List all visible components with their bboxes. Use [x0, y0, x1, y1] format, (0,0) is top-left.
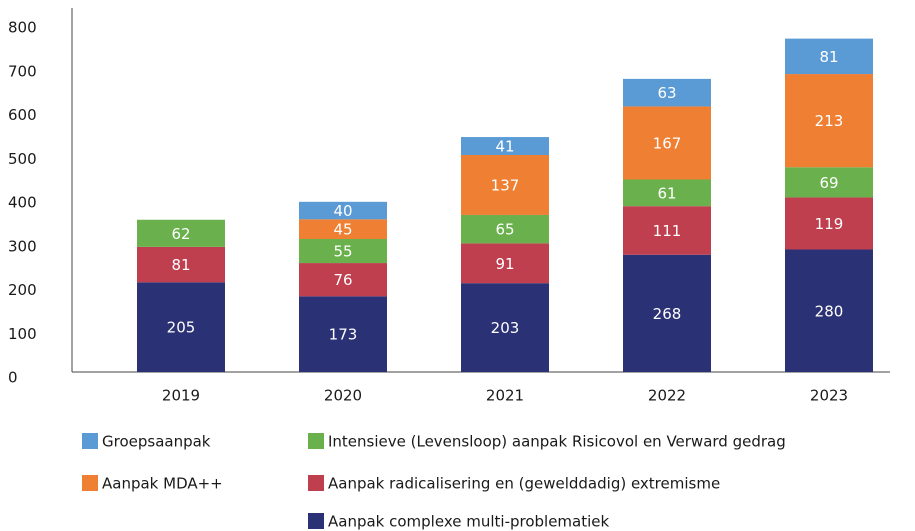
legend-label: Aanpak complexe multi-problematiek [328, 513, 610, 531]
y-tick-label: 100 [8, 325, 37, 343]
data-label: 55 [333, 243, 352, 261]
y-tick-label: 800 [8, 19, 37, 37]
legend-label: Intensieve (Levensloop) aanpak Risicovol… [328, 433, 786, 451]
bar-segment [299, 296, 387, 372]
y-tick-label: 0 [8, 369, 18, 387]
bar-segment [785, 249, 873, 372]
data-label: 45 [333, 221, 352, 239]
data-label: 213 [815, 112, 844, 130]
y-tick-label: 600 [8, 106, 37, 124]
y-tick-label: 300 [8, 237, 37, 255]
data-label: 167 [653, 134, 682, 152]
data-label: 65 [495, 221, 514, 239]
bar-segment [461, 243, 549, 284]
data-label: 76 [333, 271, 352, 289]
bar-segment [299, 219, 387, 239]
legend-swatch [82, 475, 98, 491]
legend-label: Aanpak radicalisering en (gewelddadig) e… [328, 475, 720, 493]
data-label: 280 [815, 302, 844, 320]
bar-segment [785, 167, 873, 198]
bar-segment [137, 219, 225, 247]
data-label: 41 [495, 138, 514, 156]
data-label: 81 [171, 256, 190, 274]
data-label: 61 [657, 184, 676, 202]
data-label: 173 [329, 326, 358, 344]
bar-segment [299, 201, 387, 220]
legend-swatch [308, 513, 324, 529]
data-label: 203 [491, 319, 520, 337]
bar-segment [461, 283, 549, 372]
y-tick-label: 700 [8, 62, 37, 80]
legend-swatch [82, 433, 98, 449]
bar-segment [461, 214, 549, 244]
x-tick-label: 2023 [810, 387, 848, 405]
x-tick-label: 2020 [324, 387, 362, 405]
x-tick-label: 2019 [162, 387, 200, 405]
data-label: 137 [491, 176, 520, 194]
bar-segment [299, 239, 387, 264]
legend-label: Groepsaanpak [102, 433, 211, 451]
x-tick-label: 2021 [486, 387, 524, 405]
bar-segment [785, 74, 873, 168]
data-label: 81 [819, 48, 838, 66]
bar-segment [623, 78, 711, 107]
bar-segment [623, 254, 711, 372]
y-tick-label: 500 [8, 150, 37, 168]
y-tick-label: 400 [8, 194, 37, 212]
data-label: 111 [653, 222, 682, 240]
data-label: 69 [819, 174, 838, 192]
x-tick-label: 2022 [648, 387, 686, 405]
data-label: 91 [495, 255, 514, 273]
data-label: 40 [333, 202, 352, 220]
bar-segment [299, 263, 387, 297]
data-label: 119 [815, 215, 844, 233]
data-label: 63 [657, 84, 676, 102]
data-label: 205 [167, 319, 196, 337]
bar-segment [623, 106, 711, 180]
legend-swatch [308, 475, 324, 491]
legend-swatch [308, 433, 324, 449]
data-label: 268 [653, 305, 682, 323]
bar-segment [785, 197, 873, 250]
bar-segment [461, 155, 549, 215]
bar-segment [623, 206, 711, 255]
bar-segment [137, 282, 225, 372]
bar-segment [623, 179, 711, 207]
bar-segment [785, 38, 873, 75]
bar-segment [461, 137, 549, 155]
y-tick-label: 200 [8, 281, 37, 299]
bar-segment [137, 246, 225, 283]
legend-label: Aanpak MDA++ [102, 475, 223, 493]
data-label: 62 [171, 225, 190, 243]
